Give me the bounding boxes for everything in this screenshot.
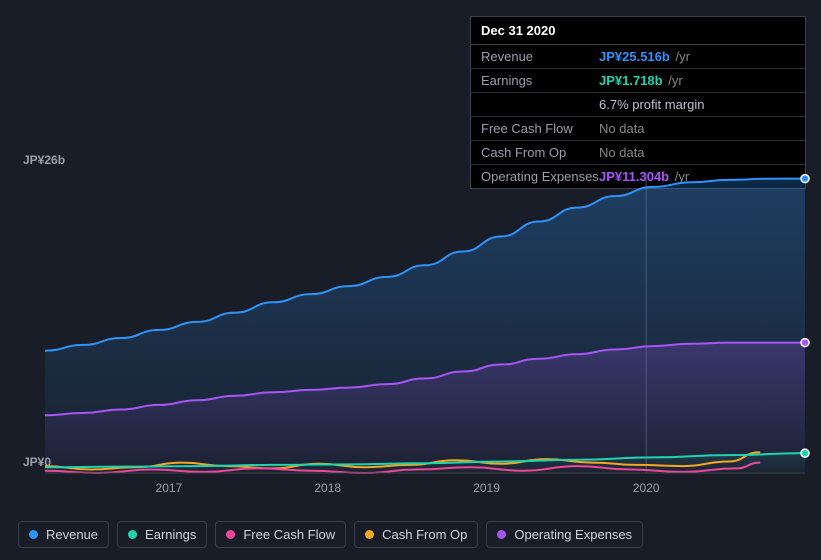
legend-label: Revenue [46,527,98,542]
tooltip-row: EarningsJP¥1.718b /yr [471,69,805,93]
x-tick-label: 2017 [156,481,183,495]
x-tick-label: 2020 [633,481,660,495]
y-axis-max-label: JP¥26b [23,153,65,167]
legend-label: Free Cash Flow [243,527,335,542]
legend-item[interactable]: Free Cash Flow [215,521,346,548]
legend-label: Earnings [145,527,196,542]
tooltip-label: Earnings [481,73,599,88]
legend-item[interactable]: Revenue [18,521,109,548]
tooltip-row: 6.7% profit margin [471,93,805,117]
chart-legend: Revenue Earnings Free Cash Flow Cash From O… [18,521,643,548]
tooltip-label: Revenue [481,49,599,64]
legend-label: Cash From Op [382,527,467,542]
legend-dot-icon [497,530,506,539]
legend-item[interactable]: Operating Expenses [486,521,643,548]
legend-dot-icon [29,530,38,539]
tooltip-value: JP¥25.516b /yr [599,49,795,64]
legend-dot-icon [365,530,374,539]
legend-dot-icon [128,530,137,539]
series-end-dot [801,175,809,183]
x-tick-label: 2019 [473,481,500,495]
tooltip-label: Free Cash Flow [481,121,599,136]
series-end-dot [801,339,809,347]
x-tick-label: 2018 [314,481,341,495]
legend-item[interactable]: Cash From Op [354,521,478,548]
legend-item[interactable]: Earnings [117,521,207,548]
revenue-chart: JP¥26b JP¥0 2017201820192020 [15,155,806,495]
legend-label: Operating Expenses [514,527,632,542]
tooltip-value: No data [599,121,795,136]
tooltip-row: RevenueJP¥25.516b /yr [471,45,805,69]
chart-plot [45,173,811,479]
tooltip-value: JP¥1.718b /yr [599,73,795,88]
legend-dot-icon [226,530,235,539]
tooltip-row: Free Cash FlowNo data [471,117,805,141]
tooltip-date: Dec 31 2020 [471,17,805,45]
series-end-dot [801,449,809,457]
